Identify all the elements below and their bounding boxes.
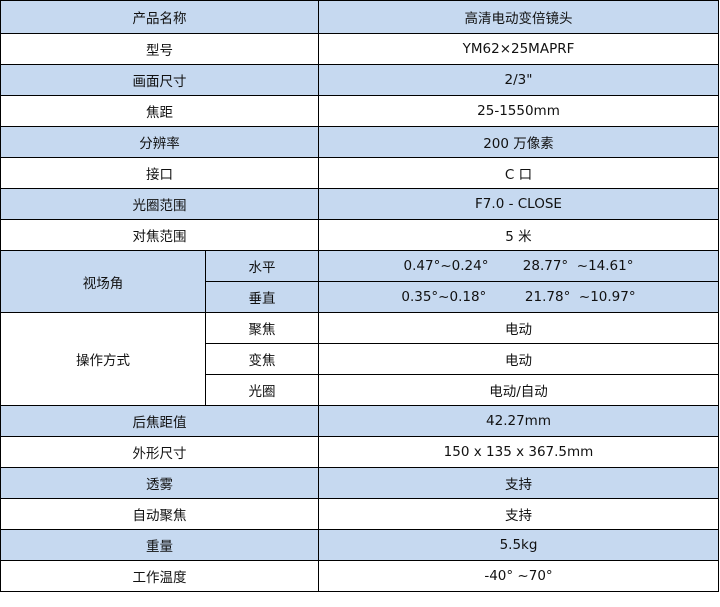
row-value: 支持 [318, 498, 719, 530]
row-value: 电动/自动 [318, 374, 719, 406]
row-label: 产品名称 [0, 0, 319, 34]
table-row: 分辨率 200 万像素 [0, 126, 719, 158]
table-row: 后焦距值 42.27mm [0, 405, 719, 437]
row-value: 200 万像素 [318, 126, 719, 158]
table-row: 外形尺寸 150 x 135 x 367.5mm [0, 436, 719, 468]
row-value: 电动 [318, 312, 719, 344]
row-label: 光圈范围 [0, 188, 319, 220]
row-value: 25-1550mm [318, 95, 719, 127]
table-row: 变焦 电动 [1, 343, 719, 375]
row-label: 画面尺寸 [0, 64, 319, 96]
row-label: 分辨率 [0, 126, 319, 158]
row-label: 后焦距值 [0, 405, 319, 437]
row-label: 自动聚焦 [0, 498, 319, 530]
row-value: 150 x 135 x 367.5mm [318, 436, 719, 468]
row-value: 5 米 [318, 219, 719, 251]
spec-table: 产品名称 高清电动变倍镜头 型号 YM62×25MAPRF 画面尺寸 2/3" 焦距 2… [0, 0, 719, 592]
sub-label: 光圈 [205, 374, 319, 406]
group-label: 视场角 [0, 250, 206, 313]
row-value: 高清电动变倍镜头 [318, 0, 719, 34]
row-label: 重量 [0, 529, 319, 561]
row-value: 2/3" [318, 64, 719, 96]
row-label: 工作温度 [0, 560, 319, 592]
row-value: 42.27mm [318, 405, 719, 437]
row-value: 0.35°~0.18° 21.78° ~10.97° [318, 281, 719, 313]
row-label: 型号 [0, 33, 319, 65]
row-value: C 口 [318, 157, 719, 189]
table-row: 光圈 电动/自动 [1, 374, 719, 406]
table-row: 操作方式 聚焦 电动 [0, 312, 719, 406]
sub-label: 水平 [205, 250, 319, 282]
row-value: 电动 [318, 343, 719, 375]
table-row: 视场角 水平 0.47°~0.24° 28.77° ~14.61° [0, 250, 719, 313]
table-row: 重量 5.5kg [0, 529, 719, 561]
row-value: 支持 [318, 467, 719, 499]
row-label: 焦距 [0, 95, 319, 127]
table-row: 光圈范围 F7.0 - CLOSE [0, 188, 719, 220]
table-row: 画面尺寸 2/3" [0, 64, 719, 96]
table-row: 自动聚焦 支持 [0, 498, 719, 530]
table-row: 透雾 支持 [0, 467, 719, 499]
group-label: 操作方式 [0, 312, 206, 406]
sub-label: 聚焦 [205, 312, 319, 344]
table-row: 对焦范围 5 米 [0, 219, 719, 251]
row-label: 对焦范围 [0, 219, 319, 251]
row-label: 外形尺寸 [0, 436, 319, 468]
table-row: 工作温度 -40° ~70° [0, 560, 719, 592]
row-value: F7.0 - CLOSE [318, 188, 719, 220]
sub-label: 垂直 [205, 281, 319, 313]
row-value: 0.47°~0.24° 28.77° ~14.61° [318, 250, 719, 282]
row-label: 接口 [0, 157, 319, 189]
table-row: 产品名称 高清电动变倍镜头 [0, 0, 719, 34]
row-label: 透雾 [0, 467, 319, 499]
row-value: -40° ~70° [318, 560, 719, 592]
sub-label: 变焦 [205, 343, 319, 375]
table-row: 焦距 25-1550mm [0, 95, 719, 127]
row-value: YM62×25MAPRF [318, 33, 719, 65]
row-value: 5.5kg [318, 529, 719, 561]
table-row: 型号 YM62×25MAPRF [0, 33, 719, 65]
table-row: 垂直 0.35°~0.18° 21.78° ~10.97° [1, 281, 719, 313]
table-row: 接口 C 口 [0, 157, 719, 189]
